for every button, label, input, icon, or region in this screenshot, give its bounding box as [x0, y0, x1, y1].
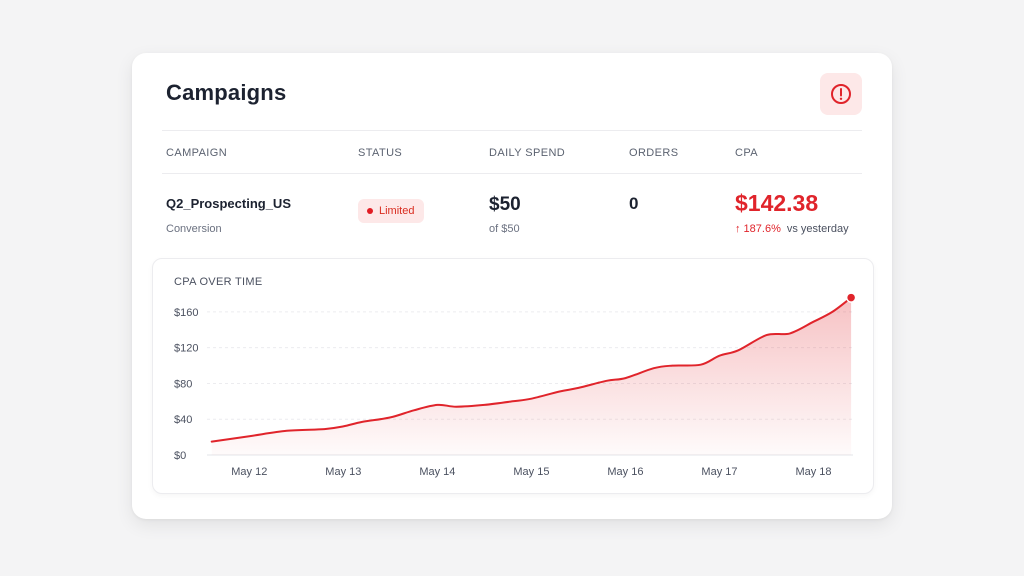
x-tick-label: May 18 [795, 466, 831, 478]
x-tick-label: May 15 [513, 466, 549, 478]
daily-spend-value: $50 [489, 194, 521, 215]
status-badge-label: Limited [379, 205, 415, 217]
campaign-type: Conversion [166, 223, 222, 235]
cpa-change-label: vs yesterday [786, 223, 849, 235]
cpa-value: $142.38 [735, 190, 819, 216]
x-tick-label: May 13 [325, 466, 361, 478]
campaign-name-link[interactable]: Q2_Prospecting_US [166, 196, 291, 211]
y-tick-label: $160 [174, 307, 198, 319]
alert-button[interactable] [820, 73, 862, 115]
column-header-cpa: CPA [735, 147, 759, 159]
table-header-divider [162, 173, 862, 174]
series-area [211, 297, 852, 455]
y-tick-label: $120 [174, 343, 198, 355]
column-header-daily-spend: DAILY SPEND [489, 147, 566, 159]
cpa-change-percent: ↑ 187.6% [735, 223, 781, 235]
x-tick-label: May 16 [607, 466, 643, 478]
chart-title: CPA OVER TIME [174, 276, 263, 288]
cpa-change: ↑ 187.6% vs yesterday [735, 223, 849, 235]
column-header-orders: ORDERS [629, 147, 679, 159]
x-tick-label: May 17 [701, 466, 737, 478]
campaigns-card: Campaigns CAMPAIGN STATUS DAILY SPEND OR… [132, 53, 892, 519]
column-header-status: STATUS [358, 147, 403, 159]
cpa-chart-card: CPA OVER TIME $0 $40 $80 $120 $160 May 12 May … [152, 258, 874, 494]
column-header-campaign: CAMPAIGN [166, 147, 228, 159]
x-tick-label: May 12 [231, 466, 267, 478]
series-endpoint [845, 292, 857, 303]
y-tick-label: $40 [174, 414, 192, 426]
daily-spend-budget: of $50 [489, 223, 520, 235]
series-line [210, 296, 853, 443]
status-badge[interactable]: Limited [358, 199, 425, 223]
status-dot-icon [367, 208, 373, 214]
cpa-chart: $0 $40 $80 $120 $160 May 12 May 13 May 14 May 15… [174, 292, 857, 478]
x-tick-label: May 14 [419, 466, 455, 478]
y-tick-label: $80 [174, 378, 192, 390]
orders-value: 0 [629, 194, 639, 213]
header-divider [162, 130, 862, 131]
y-tick-label: $0 [174, 450, 186, 462]
page-title: Campaigns [166, 80, 287, 105]
alert-circle-icon [831, 84, 851, 104]
